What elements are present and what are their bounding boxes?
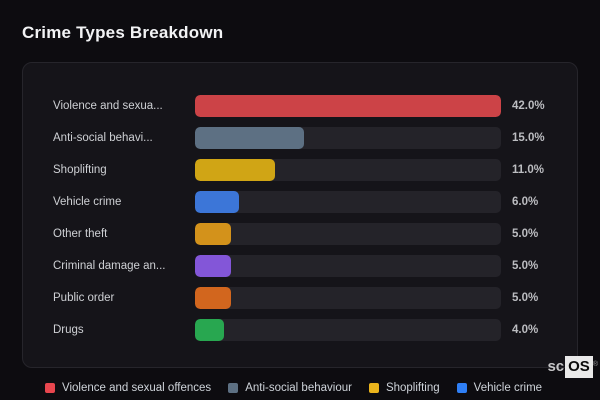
value-label: 15.0%: [512, 132, 545, 144]
category-label: Other theft: [53, 228, 108, 240]
category-label: Shoplifting: [53, 164, 107, 176]
bar-track: [195, 287, 501, 309]
legend-item-shoplifting[interactable]: Shoplifting: [368, 382, 440, 394]
bar-other-theft[interactable]: [195, 223, 232, 245]
bar-track: [195, 255, 501, 277]
legend-swatch-icon: [45, 383, 55, 393]
category-label: Public order: [53, 292, 115, 304]
bar-track: [195, 319, 501, 341]
legend-label: Anti-social behaviour: [245, 382, 352, 394]
bar-track: [195, 223, 501, 245]
legend-label: Violence and sexual offences: [62, 382, 212, 394]
value-label: 5.0%: [512, 228, 539, 240]
bar-track: [195, 127, 501, 149]
bar-vehicle-crime[interactable]: [195, 191, 239, 213]
value-label: 5.0%: [512, 260, 539, 272]
chart-panel: Violence and sexua... 42.0% Anti-social …: [22, 62, 578, 368]
bar-track: [195, 159, 501, 181]
chart-row: Public order 5.0%: [53, 282, 563, 314]
chart-row: Drugs 4.0%: [53, 314, 563, 346]
value-label: 6.0%: [512, 196, 539, 208]
bar-violence[interactable]: [195, 95, 501, 117]
chart-row: Vehicle crime 6.0%: [53, 186, 563, 218]
legend-swatch-icon: [228, 383, 239, 393]
logo-prefix: sc: [547, 358, 565, 375]
category-label: Anti-social behavi...: [53, 132, 153, 144]
legend-swatch-icon: [456, 383, 467, 393]
chart-row: Other theft 5.0%: [53, 218, 563, 250]
chart-legend: Violence and sexual offences Anti-social…: [45, 382, 542, 394]
bar-track: [195, 95, 501, 117]
page-title: Crime Types Breakdown: [22, 23, 224, 42]
category-label: Vehicle crime: [53, 196, 122, 208]
legend-label: Shoplifting: [385, 382, 440, 394]
bar-drugs[interactable]: [195, 319, 225, 341]
legend-item-antisocial[interactable]: Anti-social behaviour: [228, 382, 352, 394]
chart-row: Violence and sexua... 42.0%: [53, 90, 563, 122]
bar-shoplifting[interactable]: [195, 159, 276, 181]
legend-swatch-icon: [368, 383, 379, 393]
chart-row: Shoplifting 11.0%: [53, 154, 563, 186]
bar-antisocial[interactable]: [195, 127, 305, 149]
category-label: Violence and sexua...: [53, 100, 163, 112]
chart-row: Criminal damage an... 5.0%: [53, 250, 563, 282]
legend-item-violence[interactable]: Violence and sexual offences: [45, 382, 211, 394]
chart-row: Anti-social behavi... 15.0%: [53, 122, 563, 154]
value-label: 42.0%: [512, 100, 545, 112]
legend-label: Vehicle crime: [473, 382, 543, 394]
logo-box: OS: [565, 356, 593, 378]
registered-mark-icon: ®: [592, 361, 598, 368]
category-label: Criminal damage an...: [53, 260, 166, 272]
value-label: 5.0%: [512, 292, 539, 304]
category-label: Drugs: [53, 324, 84, 336]
scos-logo: sc OS ®: [547, 356, 598, 378]
bar-track: [195, 191, 501, 213]
legend-item-vehicle-crime[interactable]: Vehicle crime: [456, 382, 543, 394]
value-label: 11.0%: [512, 164, 544, 176]
value-label: 4.0%: [512, 324, 539, 336]
bar-public-order[interactable]: [195, 287, 232, 309]
bar-criminal-damage[interactable]: [195, 255, 232, 277]
